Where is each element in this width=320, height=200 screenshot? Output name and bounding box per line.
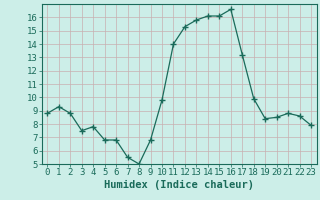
X-axis label: Humidex (Indice chaleur): Humidex (Indice chaleur) bbox=[104, 180, 254, 190]
